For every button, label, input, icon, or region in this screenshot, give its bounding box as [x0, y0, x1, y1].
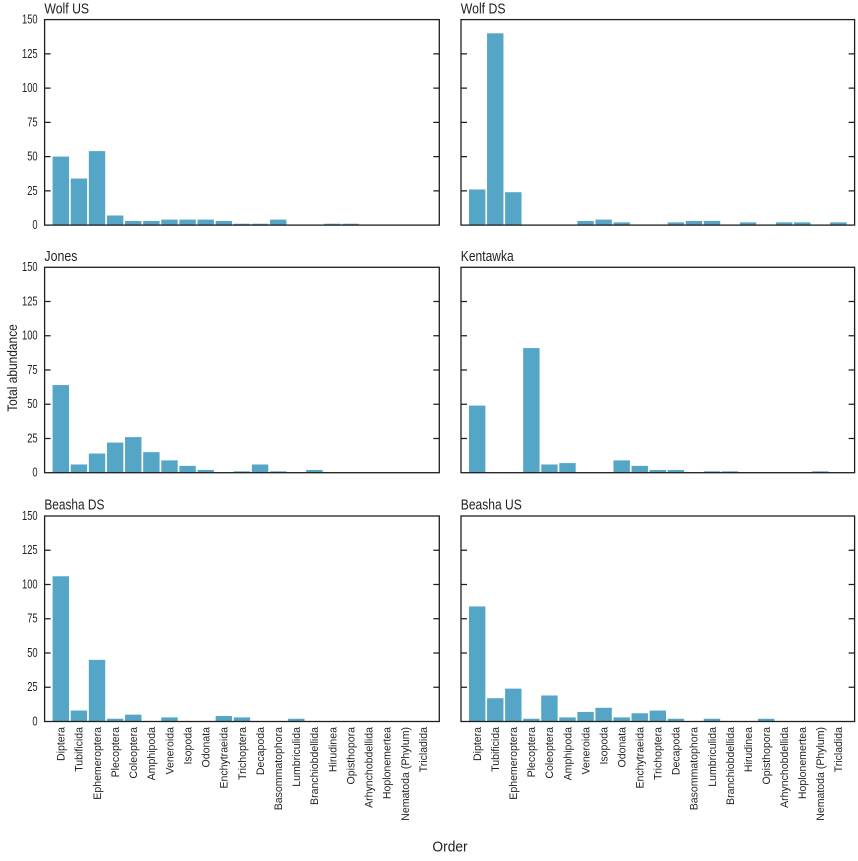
svg-text:Tricladida: Tricladida: [833, 727, 845, 772]
svg-text:Tricladida: Tricladida: [418, 727, 430, 772]
svg-text:Ephemeroptera: Ephemeroptera: [92, 727, 104, 800]
svg-text:150: 150: [22, 261, 38, 275]
svg-text:Amphipoda: Amphipoda: [146, 727, 158, 780]
svg-text:Enchytraeida: Enchytraeida: [634, 727, 646, 789]
svg-text:Plecoptera: Plecoptera: [110, 727, 122, 777]
svg-text:Isopoda: Isopoda: [598, 727, 610, 765]
svg-text:Wolf US: Wolf US: [44, 0, 89, 16]
svg-text:Nematoda (Phylum): Nematoda (Phylum): [815, 727, 827, 821]
svg-text:Odonata: Odonata: [200, 727, 212, 767]
svg-text:50: 50: [27, 150, 37, 164]
svg-text:Plecoptera: Plecoptera: [526, 727, 538, 777]
svg-text:Coleoptera: Coleoptera: [128, 727, 140, 779]
svg-text:Opisthopora: Opisthopora: [345, 727, 357, 784]
svg-text:Beasha US: Beasha US: [461, 497, 522, 513]
svg-text:Basommatophora: Basommatophora: [273, 727, 285, 810]
svg-text:Odonata: Odonata: [616, 727, 628, 767]
svg-text:Branchiobdellida: Branchiobdellida: [725, 727, 737, 805]
svg-text:Nematoda (Phylum): Nematoda (Phylum): [400, 727, 412, 821]
svg-text:Total abundance: Total abundance: [4, 324, 20, 412]
svg-text:Veneroida: Veneroida: [580, 727, 592, 775]
svg-text:Branchiobdellida: Branchiobdellida: [309, 727, 321, 805]
svg-text:Wolf DS: Wolf DS: [461, 0, 506, 16]
svg-text:Tubificida: Tubificida: [74, 727, 86, 772]
svg-text:25: 25: [27, 184, 37, 198]
svg-text:Basommatophora: Basommatophora: [689, 727, 701, 810]
svg-text:125: 125: [22, 295, 38, 309]
svg-text:25: 25: [27, 681, 37, 695]
svg-text:75: 75: [27, 364, 37, 378]
svg-text:0: 0: [32, 715, 37, 729]
svg-text:150: 150: [22, 13, 38, 27]
svg-text:Kentawka: Kentawka: [461, 248, 514, 264]
svg-text:125: 125: [22, 47, 38, 61]
svg-text:Lumbriculida: Lumbriculida: [291, 727, 303, 787]
svg-text:Enchytraeida: Enchytraeida: [218, 727, 230, 789]
svg-text:Decapoda: Decapoda: [670, 727, 682, 775]
svg-text:Coleoptera: Coleoptera: [544, 727, 556, 779]
svg-text:50: 50: [27, 398, 37, 412]
svg-text:150: 150: [22, 510, 38, 524]
svg-text:Diptera: Diptera: [55, 727, 67, 761]
svg-text:Diptera: Diptera: [472, 727, 484, 761]
svg-text:75: 75: [27, 116, 37, 130]
svg-text:Hoplonemertea: Hoplonemertea: [381, 727, 393, 799]
svg-text:Lumbriculida: Lumbriculida: [707, 727, 719, 787]
svg-text:Amphipoda: Amphipoda: [562, 727, 574, 780]
svg-text:Hoplonemertea: Hoplonemertea: [797, 727, 809, 799]
svg-text:25: 25: [27, 432, 37, 446]
svg-text:100: 100: [22, 578, 38, 592]
svg-text:Beasha DS: Beasha DS: [44, 497, 104, 513]
svg-text:Opisthopora: Opisthopora: [761, 727, 773, 784]
svg-text:Hirudinea: Hirudinea: [327, 727, 339, 772]
svg-text:Tubificida: Tubificida: [490, 727, 502, 772]
svg-text:Trichoptera: Trichoptera: [237, 727, 249, 780]
svg-text:Jones: Jones: [44, 248, 77, 264]
svg-text:Arhynchobdellida: Arhynchobdellida: [363, 727, 375, 808]
svg-text:Hirudinea: Hirudinea: [743, 727, 755, 772]
svg-text:Trichoptera: Trichoptera: [652, 727, 664, 780]
svg-text:Isopoda: Isopoda: [182, 727, 194, 765]
svg-text:100: 100: [22, 329, 38, 343]
svg-text:75: 75: [27, 612, 37, 626]
svg-text:50: 50: [27, 647, 37, 661]
svg-text:0: 0: [32, 466, 37, 480]
svg-text:100: 100: [22, 82, 38, 96]
svg-text:Ephemeroptera: Ephemeroptera: [508, 727, 520, 800]
svg-text:0: 0: [32, 219, 37, 233]
svg-text:Veneroida: Veneroida: [164, 727, 176, 775]
svg-text:Arhynchobdellida: Arhynchobdellida: [779, 727, 791, 808]
svg-text:Order: Order: [432, 838, 467, 854]
svg-text:125: 125: [22, 544, 38, 558]
svg-text:Decapoda: Decapoda: [255, 727, 267, 775]
